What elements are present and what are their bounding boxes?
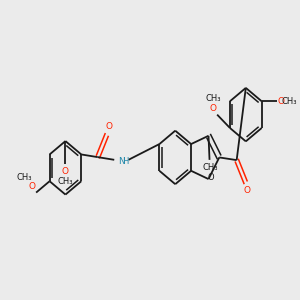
Text: CH₃: CH₃ [58, 177, 73, 186]
Text: CH₃: CH₃ [205, 94, 221, 103]
Text: N: N [118, 157, 125, 166]
Text: O: O [210, 104, 217, 113]
Text: O: O [278, 97, 285, 106]
Text: O: O [62, 167, 69, 176]
Text: CH₃: CH₃ [282, 97, 297, 106]
Text: H: H [122, 157, 129, 166]
Text: CH₃: CH₃ [203, 163, 218, 172]
Text: O: O [243, 186, 250, 195]
Text: CH₃: CH₃ [16, 173, 32, 182]
Text: O: O [106, 122, 112, 131]
Text: O: O [207, 173, 214, 182]
Text: O: O [28, 182, 36, 191]
